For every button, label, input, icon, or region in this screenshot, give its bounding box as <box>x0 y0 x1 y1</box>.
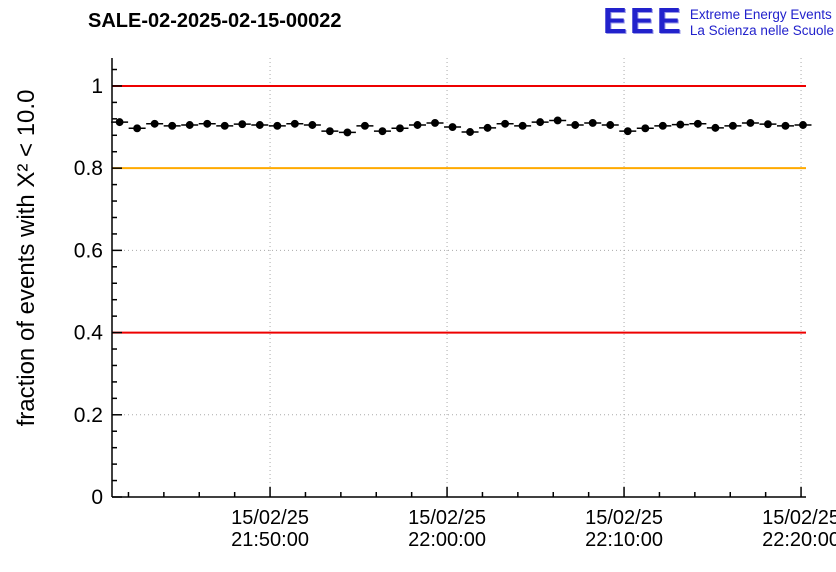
chart-title: SALE-02-2025-02-15-00022 <box>88 10 342 32</box>
eee-logo-subtitles: Extreme Energy Events La Scienza nelle S… <box>690 5 834 39</box>
eee-logo: EEE Extreme Energy Events La Scienza nel… <box>602 0 834 41</box>
svg-text:15/02/25: 15/02/25 <box>762 507 836 529</box>
svg-text:15/02/25: 15/02/25 <box>408 507 486 529</box>
tick-labels: 00.20.40.60.8115/02/2521:50:0015/02/2522… <box>74 75 836 551</box>
eee-logo-text: EEE <box>602 0 684 41</box>
svg-text:22:00:00: 22:00:00 <box>408 529 486 551</box>
axes <box>111 58 806 498</box>
svg-text:15/02/25: 15/02/25 <box>231 507 309 529</box>
logo-subtitle-1: Extreme Energy Events <box>689 7 832 22</box>
svg-text:15/02/25: 15/02/25 <box>585 507 663 529</box>
svg-text:0.2: 0.2 <box>74 404 103 427</box>
svg-text:0.4: 0.4 <box>74 322 104 345</box>
svg-text:1: 1 <box>91 75 103 98</box>
svg-text:0.6: 0.6 <box>74 239 103 262</box>
svg-text:22:10:00: 22:10:00 <box>585 529 663 551</box>
reference-lines <box>112 84 806 334</box>
data-points <box>111 116 812 137</box>
tick-marks <box>112 68 802 498</box>
logo-subtitle-2: La Scienza nelle Scuole <box>689 23 834 38</box>
svg-text:22:20:00: 22:20:00 <box>762 529 836 551</box>
svg-text:0.8: 0.8 <box>74 157 103 180</box>
svg-text:21:50:00: 21:50:00 <box>231 529 309 551</box>
svg-text:0: 0 <box>91 486 103 509</box>
